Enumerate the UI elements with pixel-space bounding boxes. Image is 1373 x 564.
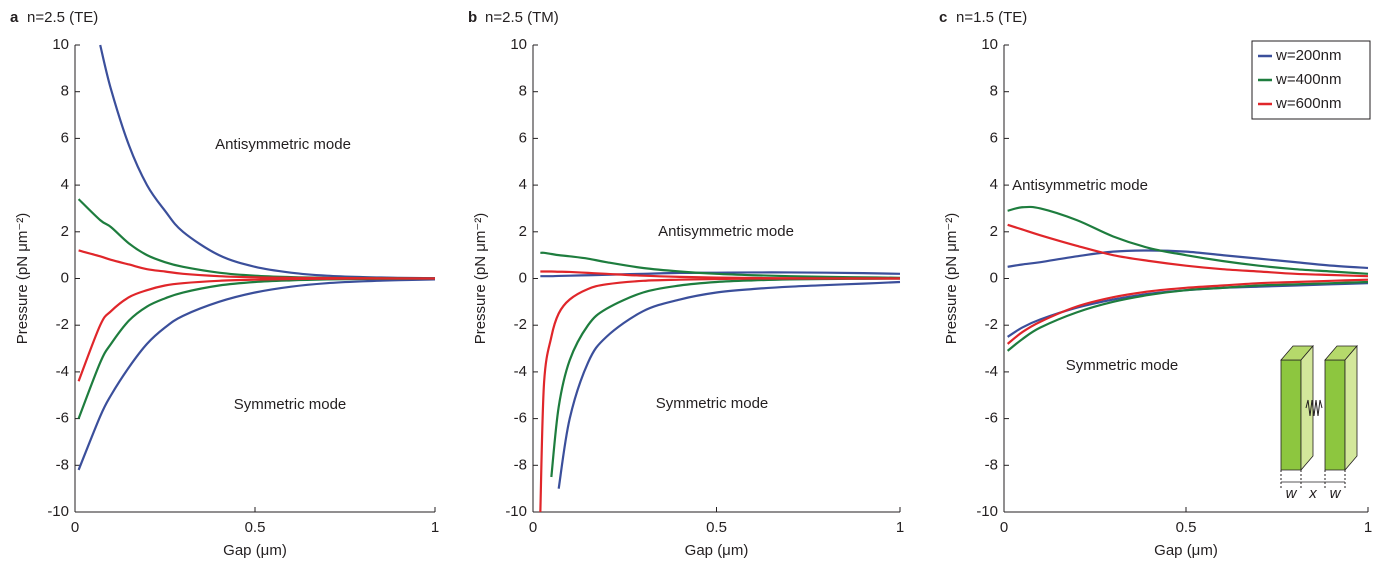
line	[550, 277, 901, 478]
annotation: Symmetric mode	[234, 396, 347, 413]
y-tick-label: 4	[519, 176, 527, 193]
y-tick-label: -6	[56, 410, 69, 427]
x-axis-label: Gap (μm)	[685, 542, 749, 559]
y-tick-label: -4	[985, 363, 998, 380]
y-tick-label: -8	[514, 456, 527, 473]
y-axis-label: Pressure (pN μm⁻²)	[472, 213, 489, 345]
y-tick-label: 8	[990, 83, 998, 100]
x-tick-label: 0	[1000, 519, 1008, 536]
panel-title: n=1.5 (TE)	[956, 9, 1027, 26]
y-tick-label: 10	[52, 36, 69, 53]
line	[1007, 223, 1369, 278]
y-tick-label: -10	[47, 503, 69, 520]
inset-diagram: w x w	[1280, 344, 1358, 502]
panel-label: c	[939, 9, 947, 26]
x-axis-label: Gap (μm)	[1154, 542, 1218, 559]
y-tick-label: -8	[56, 456, 69, 473]
legend-label: w=200nm	[1275, 47, 1341, 64]
y-tick-label: -4	[514, 363, 527, 380]
inset-label: w	[1286, 485, 1298, 502]
y-tick-label: 0	[990, 269, 998, 286]
y-tick-label: 6	[61, 129, 69, 146]
annotation: Antisymmetric mode	[215, 136, 351, 153]
annotation: Symmetric mode	[1066, 357, 1179, 374]
y-tick-label: 0	[519, 269, 527, 286]
y-tick-label: 8	[61, 83, 69, 100]
line	[1007, 282, 1369, 338]
annotation: Antisymmetric mode	[1012, 177, 1148, 194]
y-tick-label: 10	[510, 36, 527, 53]
y-tick-label: 8	[519, 83, 527, 100]
y-tick-label: 2	[519, 223, 527, 240]
y-tick-label: -8	[985, 456, 998, 473]
x-tick-label: 1	[431, 519, 439, 536]
y-tick-label: -10	[505, 503, 527, 520]
annotation: Symmetric mode	[656, 395, 769, 412]
y-tick-label: -4	[56, 363, 69, 380]
line	[557, 280, 901, 489]
line	[539, 277, 900, 513]
y-tick-label: 10	[981, 36, 998, 53]
slab	[1300, 344, 1314, 472]
legend-label: w=600nm	[1275, 95, 1341, 112]
panel-label: a	[10, 9, 19, 26]
line	[1007, 249, 1369, 270]
panel-label: b	[468, 9, 477, 26]
inset-label: w	[1330, 485, 1342, 502]
x-tick-label: 0.5	[1176, 519, 1197, 536]
inset-label: x	[1308, 485, 1317, 502]
line	[540, 251, 901, 279]
line	[1006, 280, 1369, 352]
x-tick-label: 1	[1364, 519, 1372, 536]
y-tick-label: -10	[976, 503, 998, 520]
panel-title: n=2.5 (TM)	[485, 9, 559, 26]
y-tick-label: -2	[985, 316, 998, 333]
legend-label: w=400nm	[1275, 71, 1341, 88]
y-tick-label: 2	[990, 223, 998, 240]
y-tick-label: 2	[61, 223, 69, 240]
y-axis-label: Pressure (pN μm⁻²)	[943, 213, 960, 345]
x-tick-label: 0.5	[706, 519, 727, 536]
slab	[1324, 359, 1346, 471]
line	[1006, 278, 1369, 345]
y-tick-label: -6	[514, 410, 527, 427]
y-tick-label: 4	[61, 176, 69, 193]
y-tick-label: -2	[514, 316, 527, 333]
panel-title: n=2.5 (TE)	[27, 9, 98, 26]
y-axis-label: Pressure (pN μm⁻²)	[14, 213, 31, 345]
line	[1007, 205, 1369, 275]
spring	[1305, 399, 1323, 417]
x-tick-label: 0	[529, 519, 537, 536]
y-tick-label: 0	[61, 269, 69, 286]
line	[77, 278, 436, 471]
x-tick-label: 1	[896, 519, 904, 536]
line	[78, 249, 436, 280]
y-tick-label: -2	[56, 316, 69, 333]
annotation: Antisymmetric mode	[658, 223, 794, 240]
y-tick-label: 4	[990, 176, 998, 193]
line	[77, 277, 435, 382]
slab	[1344, 344, 1358, 472]
line	[540, 271, 901, 278]
slab	[1280, 359, 1302, 471]
y-tick-label: 6	[990, 129, 998, 146]
x-axis-label: Gap (μm)	[223, 542, 287, 559]
line	[99, 44, 436, 280]
x-tick-label: 0.5	[245, 519, 266, 536]
x-tick-label: 0	[71, 519, 79, 536]
y-tick-label: 6	[519, 129, 527, 146]
y-tick-label: -6	[985, 410, 998, 427]
